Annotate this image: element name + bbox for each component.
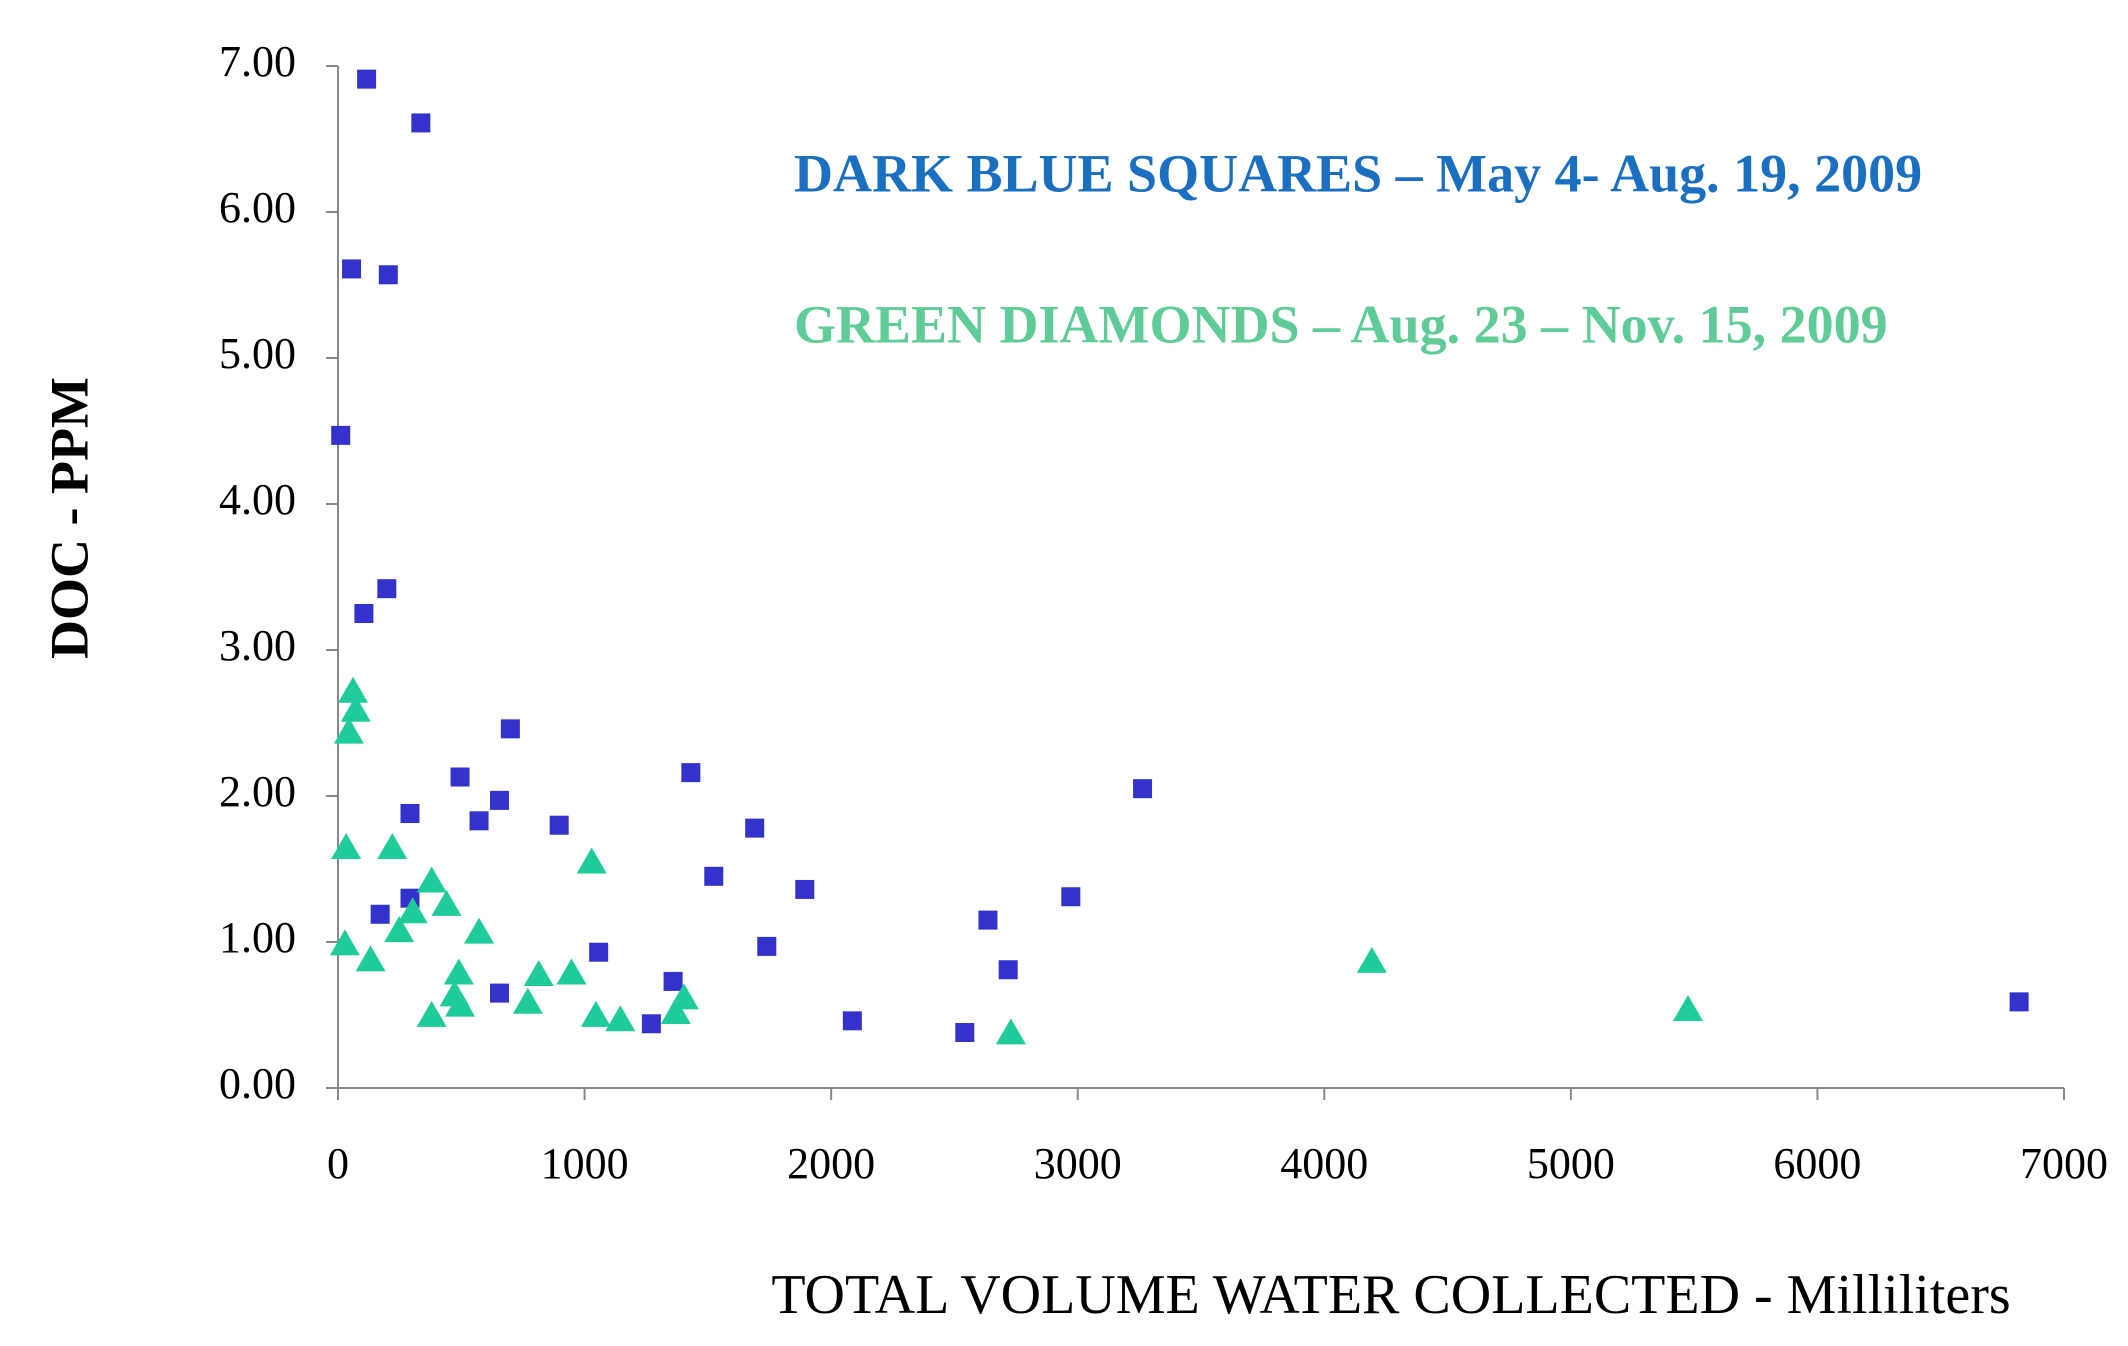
point [445, 990, 476, 1017]
point [1133, 779, 1153, 799]
y-tick-label: 4.00 [219, 475, 296, 524]
point [523, 959, 554, 986]
y-tick-label: 1.00 [219, 913, 296, 962]
point [411, 113, 431, 133]
y-tick-label: 6.00 [219, 183, 296, 232]
point [333, 717, 364, 744]
point [978, 910, 998, 930]
point [556, 958, 587, 985]
x-tick-label: 5000 [1527, 1139, 1615, 1188]
point [357, 69, 377, 89]
point [331, 425, 351, 445]
x-tick-label: 3000 [1034, 1139, 1122, 1188]
x-tick-label: 4000 [1280, 1139, 1368, 1188]
y-axis-label: DOC - PPM [39, 377, 99, 659]
point [1356, 946, 1387, 973]
y-tick-label: 7.00 [219, 37, 296, 86]
y-tick-label: 3.00 [219, 621, 296, 670]
point [331, 832, 362, 859]
point [512, 987, 543, 1014]
point [329, 929, 360, 956]
point [605, 1005, 636, 1032]
point [377, 832, 408, 859]
point [378, 265, 398, 285]
point [1061, 887, 1081, 907]
y-tick-label: 0.00 [219, 1059, 296, 1108]
y-tick-label: 2.00 [219, 767, 296, 816]
point [549, 815, 569, 835]
point [338, 676, 369, 703]
point [995, 1018, 1026, 1045]
point [443, 958, 474, 985]
point [450, 767, 470, 787]
point [745, 818, 765, 838]
point [377, 579, 397, 599]
point [660, 997, 691, 1024]
point [576, 847, 607, 874]
annotation: GREEN DIAMONDS – Aug. 23 – Nov. 15, 2009 [794, 294, 1888, 354]
point [397, 897, 428, 924]
point [355, 945, 386, 972]
point [681, 763, 701, 783]
point [340, 695, 371, 722]
point [490, 983, 510, 1003]
x-axis-label: TOTAL VOLUME WATER COLLECTED - Millilite… [771, 1264, 2010, 1326]
point [580, 1000, 611, 1027]
point [400, 804, 420, 824]
point [342, 259, 362, 279]
point [464, 917, 495, 944]
point [641, 1014, 661, 1034]
annotation: DARK BLUE SQUARES – May 4- Aug. 19, 2009 [794, 143, 1922, 203]
point [416, 866, 447, 893]
x-tick-label: 0 [327, 1139, 349, 1188]
point [663, 971, 683, 991]
x-tick-label: 6000 [1773, 1139, 1861, 1188]
point [354, 604, 374, 623]
point [668, 983, 699, 1010]
x-tick-label: 1000 [541, 1139, 629, 1188]
point [2009, 992, 2029, 1012]
point [704, 866, 724, 886]
point [795, 879, 815, 899]
point [757, 936, 777, 956]
point [842, 1011, 862, 1031]
point [431, 889, 462, 916]
x-tick-label: 7000 [2020, 1139, 2108, 1188]
point [955, 1023, 975, 1043]
point [416, 1000, 447, 1027]
y-tick-label: 5.00 [219, 329, 296, 378]
point [589, 942, 609, 962]
x-tick-label: 2000 [787, 1139, 875, 1188]
point [998, 960, 1018, 980]
point [1672, 995, 1703, 1022]
point [490, 790, 510, 810]
point [384, 916, 415, 943]
point [500, 719, 520, 739]
point [370, 904, 390, 924]
point [469, 811, 489, 831]
